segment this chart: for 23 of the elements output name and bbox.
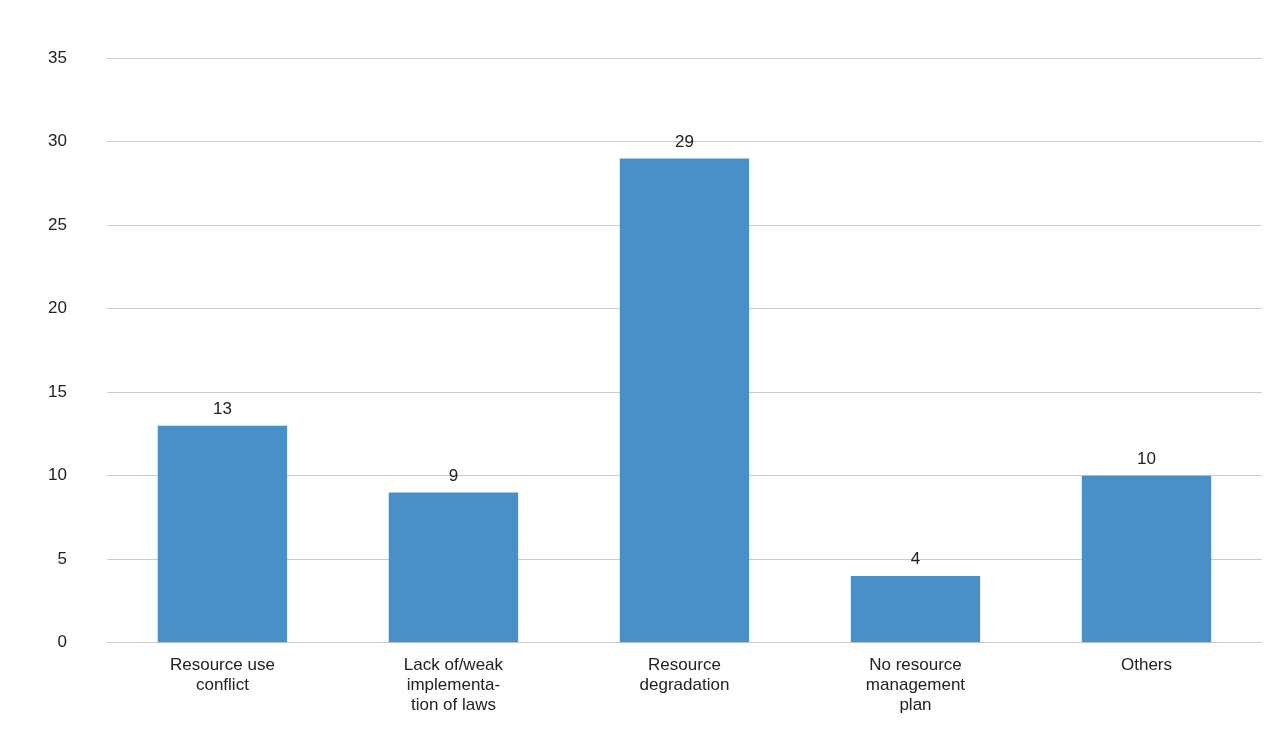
y-tick-label: 35	[47, 47, 67, 67]
data-label: 10	[1137, 448, 1156, 468]
y-tick-label: 30	[47, 131, 67, 151]
data-label: 4	[910, 549, 921, 569]
x-tick-label: Resource degradation	[639, 654, 730, 695]
y-tick-label: 0	[57, 632, 67, 652]
bar	[619, 158, 750, 643]
bar	[388, 492, 519, 643]
y-tick-label: 20	[47, 298, 67, 318]
x-tick-label: Resource use conflict	[169, 654, 275, 695]
x-tick-label: No resource management plan	[865, 654, 966, 715]
bar	[850, 575, 981, 643]
data-label: 9	[448, 465, 459, 485]
y-tick-label: 15	[47, 381, 67, 401]
x-tick-label: Others	[1120, 654, 1173, 674]
y-tick-label: 10	[47, 465, 67, 485]
x-tick-label: Lack of/weak implementa- tion of laws	[403, 654, 504, 715]
bar	[1081, 475, 1212, 643]
data-label: 13	[212, 398, 232, 418]
data-label: 29	[674, 131, 694, 151]
y-tick-label: 25	[47, 214, 67, 234]
bar	[157, 425, 288, 643]
y-tick-label: 5	[57, 548, 67, 568]
